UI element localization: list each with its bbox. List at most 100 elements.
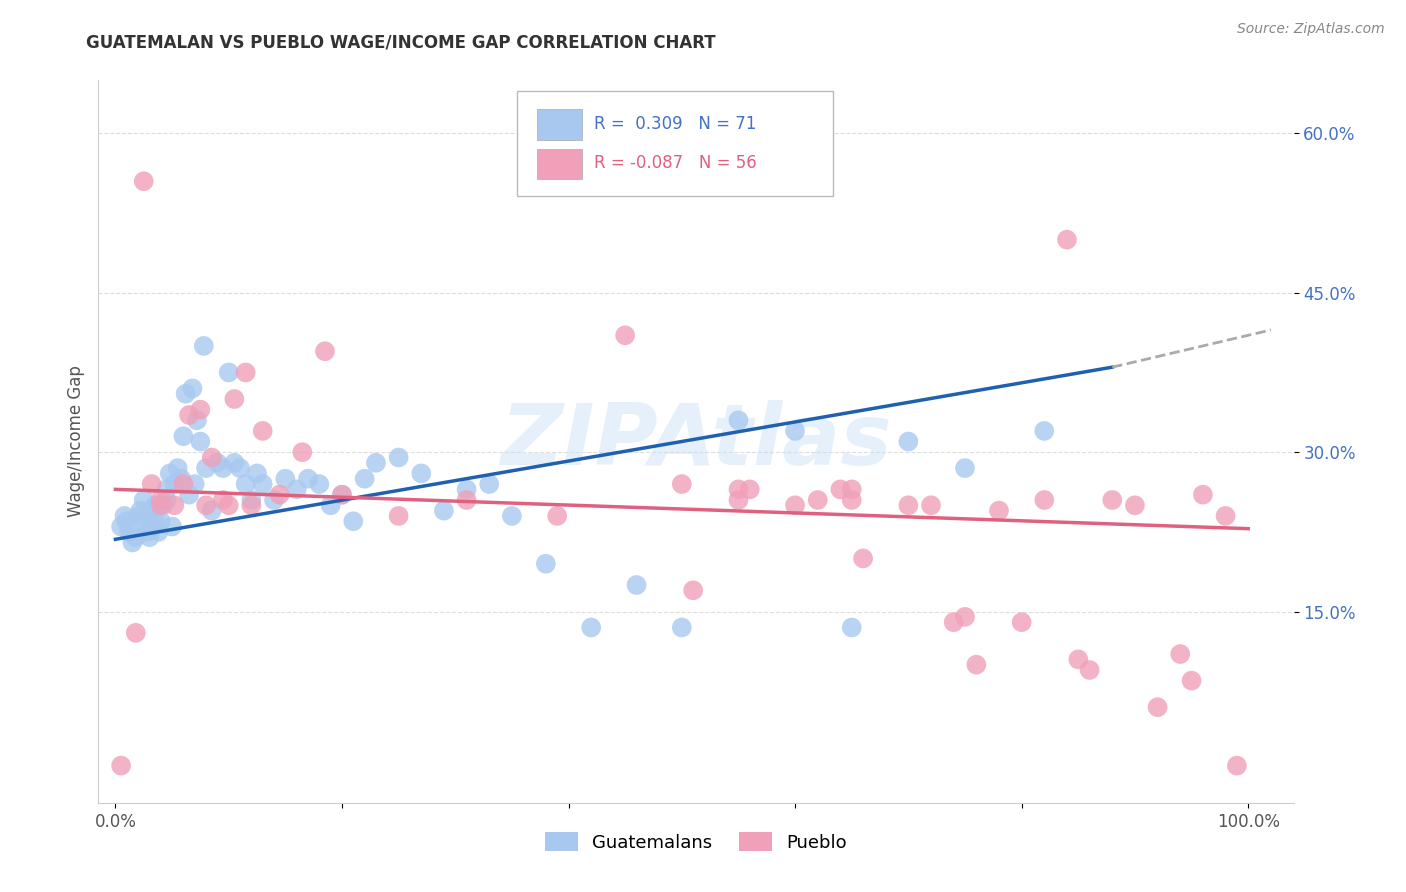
Point xyxy=(229,461,252,475)
Point xyxy=(127,508,149,523)
Point xyxy=(252,424,274,438)
Legend: Guatemalans, Pueblo: Guatemalans, Pueblo xyxy=(538,825,853,859)
Point xyxy=(160,519,183,533)
Point xyxy=(132,174,155,188)
Point xyxy=(235,366,257,380)
Point xyxy=(1101,493,1123,508)
Point xyxy=(224,392,246,406)
Point xyxy=(138,530,160,544)
Point xyxy=(207,456,229,470)
Point xyxy=(110,519,132,533)
Point xyxy=(501,508,523,523)
Point xyxy=(319,498,342,512)
Point xyxy=(274,472,297,486)
Point xyxy=(195,498,218,512)
Point xyxy=(110,758,132,772)
Point xyxy=(190,434,212,449)
Point xyxy=(235,477,257,491)
Point xyxy=(783,424,806,438)
Point xyxy=(411,467,433,481)
Point xyxy=(727,493,749,508)
Point xyxy=(841,483,863,497)
Point xyxy=(136,524,159,539)
Point xyxy=(965,657,987,672)
Text: R =  0.309   N = 71: R = 0.309 N = 71 xyxy=(595,115,756,133)
Point xyxy=(218,366,240,380)
Bar xyxy=(537,149,582,179)
Point xyxy=(953,610,976,624)
Point xyxy=(201,450,224,465)
Point xyxy=(1192,488,1215,502)
Point xyxy=(177,408,200,422)
Point xyxy=(852,551,875,566)
Point xyxy=(897,498,920,512)
Point xyxy=(155,483,177,497)
Point xyxy=(330,488,353,502)
Point xyxy=(841,620,863,634)
Point xyxy=(195,461,218,475)
Point xyxy=(1168,647,1191,661)
Point xyxy=(626,578,648,592)
Point xyxy=(942,615,965,630)
Point xyxy=(830,483,852,497)
Point xyxy=(579,620,602,634)
Point xyxy=(143,498,166,512)
Point xyxy=(546,508,568,523)
Point xyxy=(614,328,637,343)
Point xyxy=(297,472,319,486)
Point xyxy=(920,498,942,512)
Point xyxy=(433,503,456,517)
Point xyxy=(163,477,186,491)
Point xyxy=(186,413,208,427)
Point xyxy=(240,498,263,512)
Point xyxy=(783,498,806,512)
Point xyxy=(330,488,353,502)
Point xyxy=(1033,493,1056,508)
Text: ZIPAtlas: ZIPAtlas xyxy=(501,400,891,483)
Point xyxy=(121,535,143,549)
Point xyxy=(125,625,148,640)
Point xyxy=(183,477,205,491)
Point xyxy=(149,514,172,528)
Point xyxy=(246,467,269,481)
Point xyxy=(1180,673,1202,688)
Point xyxy=(240,493,263,508)
Point xyxy=(841,493,863,508)
Point xyxy=(534,557,557,571)
Point xyxy=(1123,498,1146,512)
Point xyxy=(152,498,174,512)
Point xyxy=(807,493,830,508)
Point xyxy=(141,477,163,491)
Point xyxy=(478,477,501,491)
Point xyxy=(172,429,194,443)
Point xyxy=(132,514,155,528)
Text: GUATEMALAN VS PUEBLO WAGE/INCOME GAP CORRELATION CHART: GUATEMALAN VS PUEBLO WAGE/INCOME GAP COR… xyxy=(87,33,716,52)
Point xyxy=(170,472,193,486)
Point xyxy=(456,493,478,508)
Point xyxy=(1215,508,1237,523)
Y-axis label: Wage/Income Gap: Wage/Income Gap xyxy=(66,366,84,517)
Point xyxy=(132,493,155,508)
Point xyxy=(224,456,246,470)
Point xyxy=(148,524,170,539)
Point xyxy=(193,339,215,353)
Point xyxy=(177,488,200,502)
Point xyxy=(269,488,291,502)
Point xyxy=(727,413,749,427)
Point xyxy=(1033,424,1056,438)
Point xyxy=(353,472,375,486)
Point xyxy=(671,477,693,491)
Point xyxy=(172,477,194,491)
Point xyxy=(212,493,235,508)
Point xyxy=(190,402,212,417)
Text: R = -0.087   N = 56: R = -0.087 N = 56 xyxy=(595,154,758,172)
Point xyxy=(149,493,172,508)
FancyBboxPatch shape xyxy=(517,91,834,196)
Point xyxy=(1078,663,1101,677)
Point xyxy=(174,386,197,401)
Point xyxy=(738,483,761,497)
Point xyxy=(727,483,749,497)
Point xyxy=(125,530,148,544)
Point xyxy=(155,493,177,508)
Point xyxy=(388,450,411,465)
